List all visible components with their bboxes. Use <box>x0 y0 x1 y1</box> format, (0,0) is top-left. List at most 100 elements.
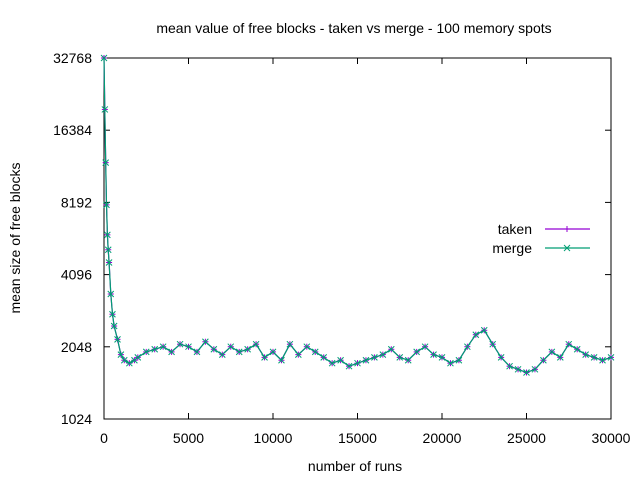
series-merge-point <box>227 343 235 351</box>
y-tick-label: 1024 <box>61 411 92 427</box>
series-merge-point <box>523 369 530 376</box>
series-merge-point <box>607 354 615 361</box>
y-tick-label: 16384 <box>53 122 92 138</box>
series-merge-point <box>345 362 353 370</box>
series-merge-point <box>278 356 285 364</box>
x-axis-ticks: 0 5000 10000 15000 20000 25000 30000 <box>100 58 631 446</box>
legend-marker-taken <box>564 226 570 232</box>
series-merge-point <box>210 345 218 353</box>
series-merge-point <box>362 356 370 364</box>
y-axis-label: mean size of free blocks <box>7 163 23 314</box>
series-merge-point <box>548 348 556 356</box>
series-merge-point <box>413 348 421 356</box>
series-merge-point <box>379 351 387 358</box>
x-tick-label: 5000 <box>173 430 204 446</box>
series-merge-point <box>193 348 201 356</box>
series-merge-point <box>455 356 463 364</box>
series-merge-point <box>235 348 243 356</box>
series-merge-point <box>151 345 159 353</box>
series-merge-point <box>387 345 395 353</box>
series-merge-point <box>573 345 581 353</box>
y-tick-label: 32768 <box>53 50 92 66</box>
series-merge-point <box>104 246 112 254</box>
series-merge-point <box>463 343 471 351</box>
series-merge-point <box>120 356 128 364</box>
series-merge-point <box>599 356 606 364</box>
series-merge-point <box>176 340 184 348</box>
series-merge-point <box>396 354 404 361</box>
x-axis-label: number of runs <box>308 458 402 474</box>
legend-label-merge: merge <box>492 240 532 256</box>
series-merge-point <box>430 351 437 358</box>
series-merge-point <box>506 362 513 370</box>
series-merge-point <box>311 348 319 356</box>
series-merge-line <box>103 57 612 374</box>
series-merge-point <box>447 359 454 367</box>
series-merge-point <box>514 365 522 373</box>
series-merge-point <box>110 322 118 330</box>
series-merge-point <box>269 348 277 356</box>
series-merge-point <box>480 326 488 334</box>
x-tick-label: 25000 <box>507 430 546 446</box>
legend-marker-merge <box>563 244 571 252</box>
series-merge-point <box>102 159 110 166</box>
series-merge-point <box>540 356 547 364</box>
x-tick-label: 0 <box>100 430 108 446</box>
series-merge-point <box>104 231 111 239</box>
series-merge-point <box>531 365 539 373</box>
series-merge-point <box>202 338 209 346</box>
series-merge-point <box>438 354 446 361</box>
series-merge-point <box>134 354 142 361</box>
y-tick-label: 8192 <box>61 194 92 210</box>
series-merge-point <box>105 259 113 266</box>
series-merge-point <box>354 359 361 367</box>
series-merge-point <box>421 343 429 351</box>
x-tick-label: 20000 <box>423 430 462 446</box>
legend-label-taken: taken <box>498 221 532 237</box>
x-tick-label: 15000 <box>338 430 377 446</box>
series-merge-point <box>101 106 109 113</box>
series-taken <box>101 55 614 376</box>
series-merge-point <box>185 343 192 351</box>
series-merge-point <box>582 351 590 358</box>
series-merge-point <box>371 354 378 361</box>
series-merge-point <box>489 340 497 348</box>
series-merge-point <box>142 348 150 356</box>
series-merge-point <box>125 359 133 367</box>
series-merge-point <box>168 348 175 356</box>
series-merge-point <box>320 354 328 361</box>
series-merge-point <box>286 340 294 348</box>
y-tick-label: 2048 <box>61 339 92 355</box>
y-axis-ticks: 1024 2048 4096 8192 16384 32768 <box>53 50 611 427</box>
series-merge-point <box>107 290 115 298</box>
legend: taken merge <box>492 221 590 256</box>
chart-title: mean value of free blocks - taken vs mer… <box>156 20 551 36</box>
series-merge-point <box>404 356 412 364</box>
y-tick-label: 4096 <box>61 267 92 283</box>
series-merge-point <box>109 310 116 318</box>
series-taken-line <box>103 57 612 374</box>
series-merge-point <box>244 345 252 353</box>
series-merge-point <box>590 354 598 361</box>
series-merge-point <box>556 354 564 361</box>
series-merge-point <box>159 343 167 351</box>
series-merge-point <box>328 359 336 367</box>
x-tick-label: 10000 <box>254 430 293 446</box>
series-merge-point <box>294 351 302 358</box>
series-merge-point <box>472 331 480 339</box>
series-merge-point <box>497 354 505 361</box>
series-merge-point <box>303 343 311 351</box>
series-merge-point <box>565 340 573 348</box>
series-merge <box>100 54 615 376</box>
series-merge-point <box>218 351 226 358</box>
series-merge-point <box>114 335 121 343</box>
series-layer <box>100 54 615 376</box>
series-merge-point <box>103 201 110 209</box>
x-tick-label: 30000 <box>592 430 631 446</box>
series-merge-point <box>252 340 260 348</box>
series-merge-point <box>100 54 108 62</box>
series-merge-point <box>337 356 344 364</box>
series-merge-point <box>117 351 125 358</box>
series-merge-point <box>261 354 268 361</box>
